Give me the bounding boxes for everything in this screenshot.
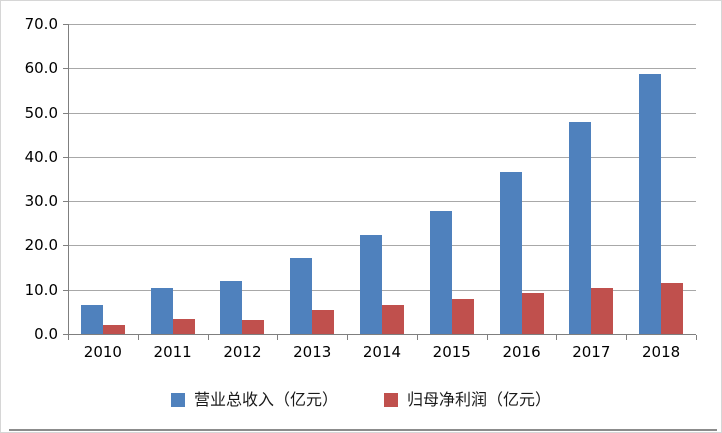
plot-area	[68, 24, 696, 335]
y-tick-mark-10	[63, 289, 68, 291]
y-tick-label-30: 30.0	[24, 192, 58, 211]
gridline-30	[68, 201, 696, 203]
gridline-40	[68, 156, 696, 158]
bar-net-profit-2011	[172, 318, 195, 334]
bar-net-profit-2018	[661, 282, 684, 334]
x-tick-mark-8	[626, 335, 628, 340]
gridline-20	[68, 245, 696, 247]
bar-net-profit-2012	[242, 320, 265, 334]
y-tick-mark-20	[63, 245, 68, 247]
legend-item-net-profit: 归母净利润（亿元）	[384, 390, 551, 410]
y-tick-label-10: 10.0	[24, 280, 58, 299]
bar-net-profit-2014	[382, 305, 404, 334]
legend-swatch-net-profit	[384, 393, 398, 407]
y-tick-label-60: 60.0	[24, 59, 58, 78]
bar-revenue-2011	[150, 287, 173, 334]
y-tick-label-50: 50.0	[24, 103, 58, 122]
x-tick-mark-4	[347, 335, 349, 340]
x-tick-label-2015: 2015	[432, 343, 471, 361]
bar-net-profit-2016	[521, 292, 544, 334]
x-tick-label-2012: 2012	[223, 343, 262, 361]
x-tick-mark-0	[68, 335, 69, 340]
legend-label-revenue: 营业总收入（亿元）	[193, 390, 338, 409]
bar-net-profit-2013	[312, 309, 335, 334]
x-tick-label-2010: 2010	[83, 343, 122, 361]
x-tick-label-2016: 2016	[502, 343, 541, 361]
y-tick-mark-40	[63, 156, 68, 158]
bar-revenue-2016	[499, 172, 522, 334]
x-tick-label-2013: 2013	[293, 343, 332, 361]
y-axis-line	[68, 24, 69, 335]
legend-swatch-revenue	[170, 393, 185, 407]
x-tick-mark-3	[277, 335, 279, 340]
bar-revenue-2014	[360, 234, 382, 334]
x-tick-label-2017: 2017	[572, 343, 611, 361]
x-tick-mark-7	[556, 335, 558, 340]
y-tick-mark-30	[63, 201, 68, 203]
gridline-60	[68, 68, 696, 70]
y-tick-mark-0	[63, 334, 68, 335]
bar-revenue-2017	[569, 122, 592, 334]
gridline-70	[68, 24, 696, 25]
y-tick-mark-70	[63, 24, 68, 25]
bar-revenue-2012	[220, 280, 243, 334]
x-tick-mark-2	[207, 335, 209, 340]
legend: 营业总收入（亿元） 归母净利润（亿元）	[1, 385, 721, 415]
bar-revenue-2010	[80, 304, 103, 334]
y-tick-label-70: 70.0	[24, 15, 58, 33]
x-tick-label-2014: 2014	[362, 343, 402, 361]
bar-net-profit-2015	[451, 298, 474, 334]
x-tick-mark-9	[696, 335, 697, 340]
bar-revenue-2013	[290, 257, 313, 334]
x-tick-mark-6	[486, 335, 488, 340]
y-tick-mark-50	[63, 112, 68, 114]
gridline-50	[68, 112, 696, 114]
x-tick-mark-5	[416, 335, 418, 340]
legend-label-net-profit: 归母净利润（亿元）	[407, 390, 552, 409]
bar-net-profit-2017	[591, 287, 614, 334]
bottom-divider	[9, 429, 717, 431]
gridline-10	[68, 289, 696, 291]
y-tick-label-40: 40.0	[24, 147, 58, 166]
bar-revenue-2015	[429, 211, 452, 334]
y-tick-mark-60	[63, 68, 68, 70]
y-tick-label-20: 20.0	[24, 236, 58, 255]
legend-item-revenue: 营业总收入（亿元）	[170, 390, 338, 410]
x-tick-label-2018: 2018	[642, 343, 681, 361]
bar-net-profit-2010	[102, 324, 125, 334]
bar-revenue-2018	[639, 73, 662, 334]
y-tick-label-0: 0.0	[34, 325, 58, 343]
x-axis-line	[68, 334, 696, 335]
x-tick-label-2011: 2011	[153, 343, 192, 361]
x-tick-mark-1	[137, 335, 139, 340]
